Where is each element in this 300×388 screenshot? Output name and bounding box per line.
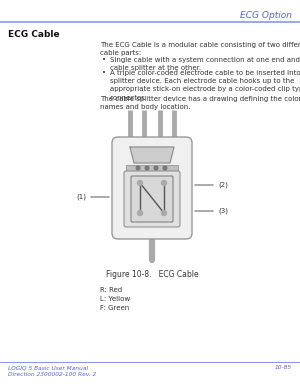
Text: (2): (2) bbox=[218, 182, 228, 188]
Text: Figure 10-8.   ECG Cable: Figure 10-8. ECG Cable bbox=[106, 270, 198, 279]
Text: 10-85: 10-85 bbox=[275, 365, 292, 370]
Text: ECG Cable: ECG Cable bbox=[8, 30, 60, 39]
Text: A triple color-coded electrode cable to be inserted into the
splitter device. Ea: A triple color-coded electrode cable to … bbox=[110, 70, 300, 101]
FancyBboxPatch shape bbox=[131, 176, 173, 222]
Text: Single cable with a system connection at one end and a
cable splitter at the oth: Single cable with a system connection at… bbox=[110, 57, 300, 71]
Text: •: • bbox=[102, 57, 106, 63]
Text: Direction 2300002-100 Rev. 2: Direction 2300002-100 Rev. 2 bbox=[8, 372, 96, 377]
Circle shape bbox=[161, 211, 166, 215]
FancyBboxPatch shape bbox=[112, 137, 192, 239]
Text: F: Green: F: Green bbox=[100, 305, 129, 311]
FancyBboxPatch shape bbox=[124, 171, 180, 227]
Circle shape bbox=[137, 211, 142, 215]
Text: •: • bbox=[102, 70, 106, 76]
Text: (1): (1) bbox=[76, 194, 86, 200]
Text: (3): (3) bbox=[218, 208, 228, 214]
Circle shape bbox=[145, 166, 149, 170]
Text: ECG Option: ECG Option bbox=[240, 11, 292, 20]
Circle shape bbox=[137, 180, 142, 185]
Circle shape bbox=[154, 166, 158, 170]
Text: The cable splitter device has a drawing defining the color codes,
names and body: The cable splitter device has a drawing … bbox=[100, 96, 300, 110]
Bar bbox=[126, 165, 178, 171]
Text: R: Red: R: Red bbox=[100, 287, 122, 293]
Circle shape bbox=[163, 166, 167, 170]
Text: LOGIQ 5 Basic User Manual: LOGIQ 5 Basic User Manual bbox=[8, 365, 88, 370]
Circle shape bbox=[161, 180, 166, 185]
Circle shape bbox=[136, 166, 140, 170]
Text: L: Yellow: L: Yellow bbox=[100, 296, 130, 302]
Polygon shape bbox=[130, 147, 174, 163]
Text: The ECG Cable is a modular cable consisting of two different
cable parts:: The ECG Cable is a modular cable consist… bbox=[100, 42, 300, 56]
